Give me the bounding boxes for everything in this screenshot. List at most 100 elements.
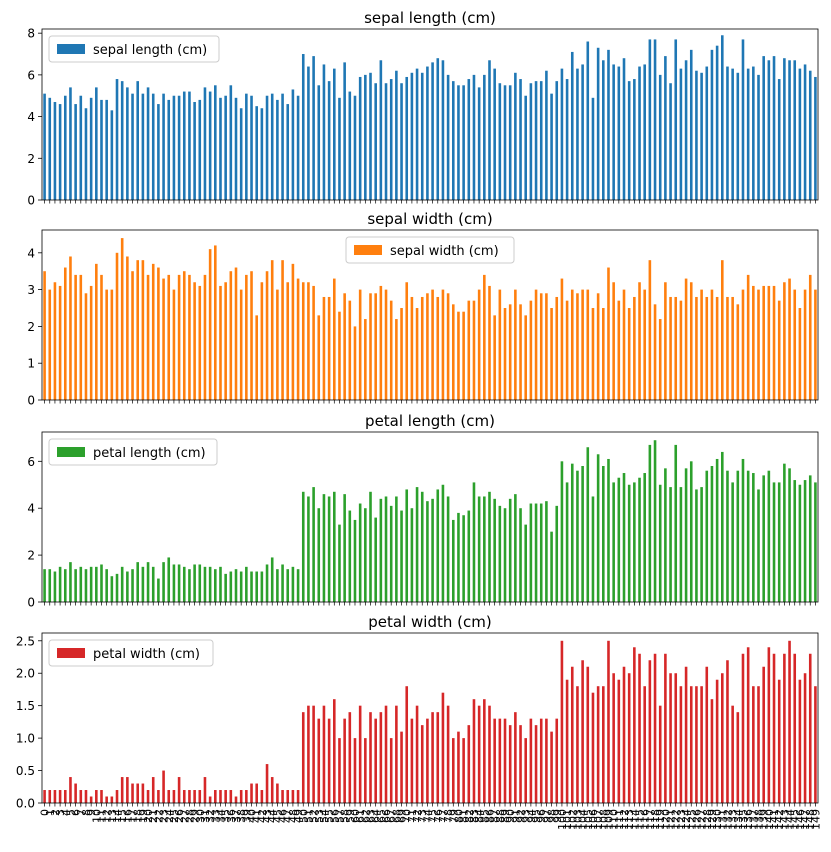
bar	[214, 85, 217, 200]
bar	[767, 470, 771, 602]
bar	[177, 564, 181, 602]
x-tick-label: 106	[587, 809, 600, 830]
x-tick-label: 88	[494, 809, 507, 823]
x-tick-label: 102	[566, 809, 579, 830]
bar	[721, 260, 724, 400]
bar	[105, 289, 108, 400]
bar	[157, 578, 160, 602]
y-tick-label: 4	[27, 110, 35, 124]
bar	[291, 566, 295, 602]
bar	[301, 54, 305, 200]
bar	[539, 81, 543, 200]
x-tick-label: 87	[489, 809, 502, 823]
x-tick-label: 36	[225, 809, 238, 823]
bar	[312, 285, 315, 400]
bar	[327, 718, 331, 803]
bar	[793, 653, 797, 803]
subplot-0: sepal length (cm) 0 2 4 6 8 sepal length (cm)	[27, 9, 819, 208]
legend: sepal width (cm)	[345, 236, 515, 264]
bar	[327, 81, 331, 200]
bar	[43, 569, 46, 602]
bar	[508, 304, 512, 400]
bar	[89, 796, 93, 803]
bar	[188, 790, 191, 803]
bar	[172, 289, 176, 400]
x-tick-label: 48	[287, 809, 300, 823]
bar	[389, 300, 393, 400]
bar	[643, 473, 646, 602]
x-tick-label: 64	[370, 809, 383, 823]
x-tick-label: 138	[753, 809, 766, 830]
bar	[48, 289, 52, 400]
bar	[658, 319, 662, 400]
y-tick-label: 0	[27, 194, 35, 208]
bar	[151, 777, 155, 803]
bar	[767, 285, 771, 400]
bar	[410, 296, 414, 400]
bar	[369, 712, 372, 803]
bar	[689, 461, 693, 602]
x-tick-label: 133	[727, 809, 740, 830]
bar	[679, 68, 683, 201]
bar	[731, 482, 734, 602]
bar	[483, 699, 486, 803]
bar	[519, 79, 522, 200]
bar	[43, 790, 46, 803]
bar	[291, 89, 295, 200]
bar	[400, 308, 403, 400]
bar	[255, 106, 258, 200]
bar	[451, 304, 455, 400]
bar	[664, 468, 667, 602]
bar	[400, 83, 403, 200]
bar	[736, 72, 740, 200]
bar	[534, 503, 538, 602]
bar	[58, 285, 62, 400]
bar	[721, 451, 724, 602]
bar	[379, 498, 383, 602]
bar	[301, 491, 305, 602]
bar	[188, 91, 191, 200]
y-tick-label: 6	[27, 455, 35, 469]
bar	[514, 289, 517, 400]
bar	[322, 494, 326, 602]
bar	[803, 289, 807, 400]
bar	[177, 274, 181, 400]
y-tick-label: 2.0	[16, 667, 35, 681]
bar	[84, 108, 88, 200]
bar	[312, 56, 315, 200]
bar	[498, 505, 502, 602]
bar	[146, 562, 150, 602]
legend-swatch	[57, 447, 85, 457]
x-tick-label: 32	[204, 809, 217, 823]
bar	[317, 85, 321, 200]
bar	[353, 326, 357, 400]
x-tick-label: 78	[442, 809, 455, 823]
bar	[627, 484, 631, 602]
x-tick-label: 122	[670, 809, 683, 830]
x-tick-label: 144	[784, 809, 797, 830]
x-tick-label: 40	[246, 809, 259, 823]
bar	[783, 463, 786, 602]
bar	[472, 699, 476, 803]
bar	[245, 274, 248, 400]
bar	[658, 484, 662, 602]
bar	[260, 571, 264, 602]
bar	[172, 790, 176, 803]
bar	[777, 679, 781, 803]
bar	[664, 56, 667, 200]
bar	[333, 491, 336, 602]
bar	[389, 79, 393, 200]
bar	[276, 783, 279, 803]
bar	[120, 238, 124, 400]
bar	[281, 564, 284, 602]
bar	[705, 666, 709, 803]
bar	[426, 66, 429, 200]
x-tick-label: 112	[618, 809, 631, 830]
bar	[653, 653, 657, 803]
bar	[208, 566, 212, 602]
bar	[622, 58, 626, 201]
bar	[141, 93, 145, 200]
x-tick-label: 89	[499, 809, 512, 823]
bar	[234, 796, 238, 803]
